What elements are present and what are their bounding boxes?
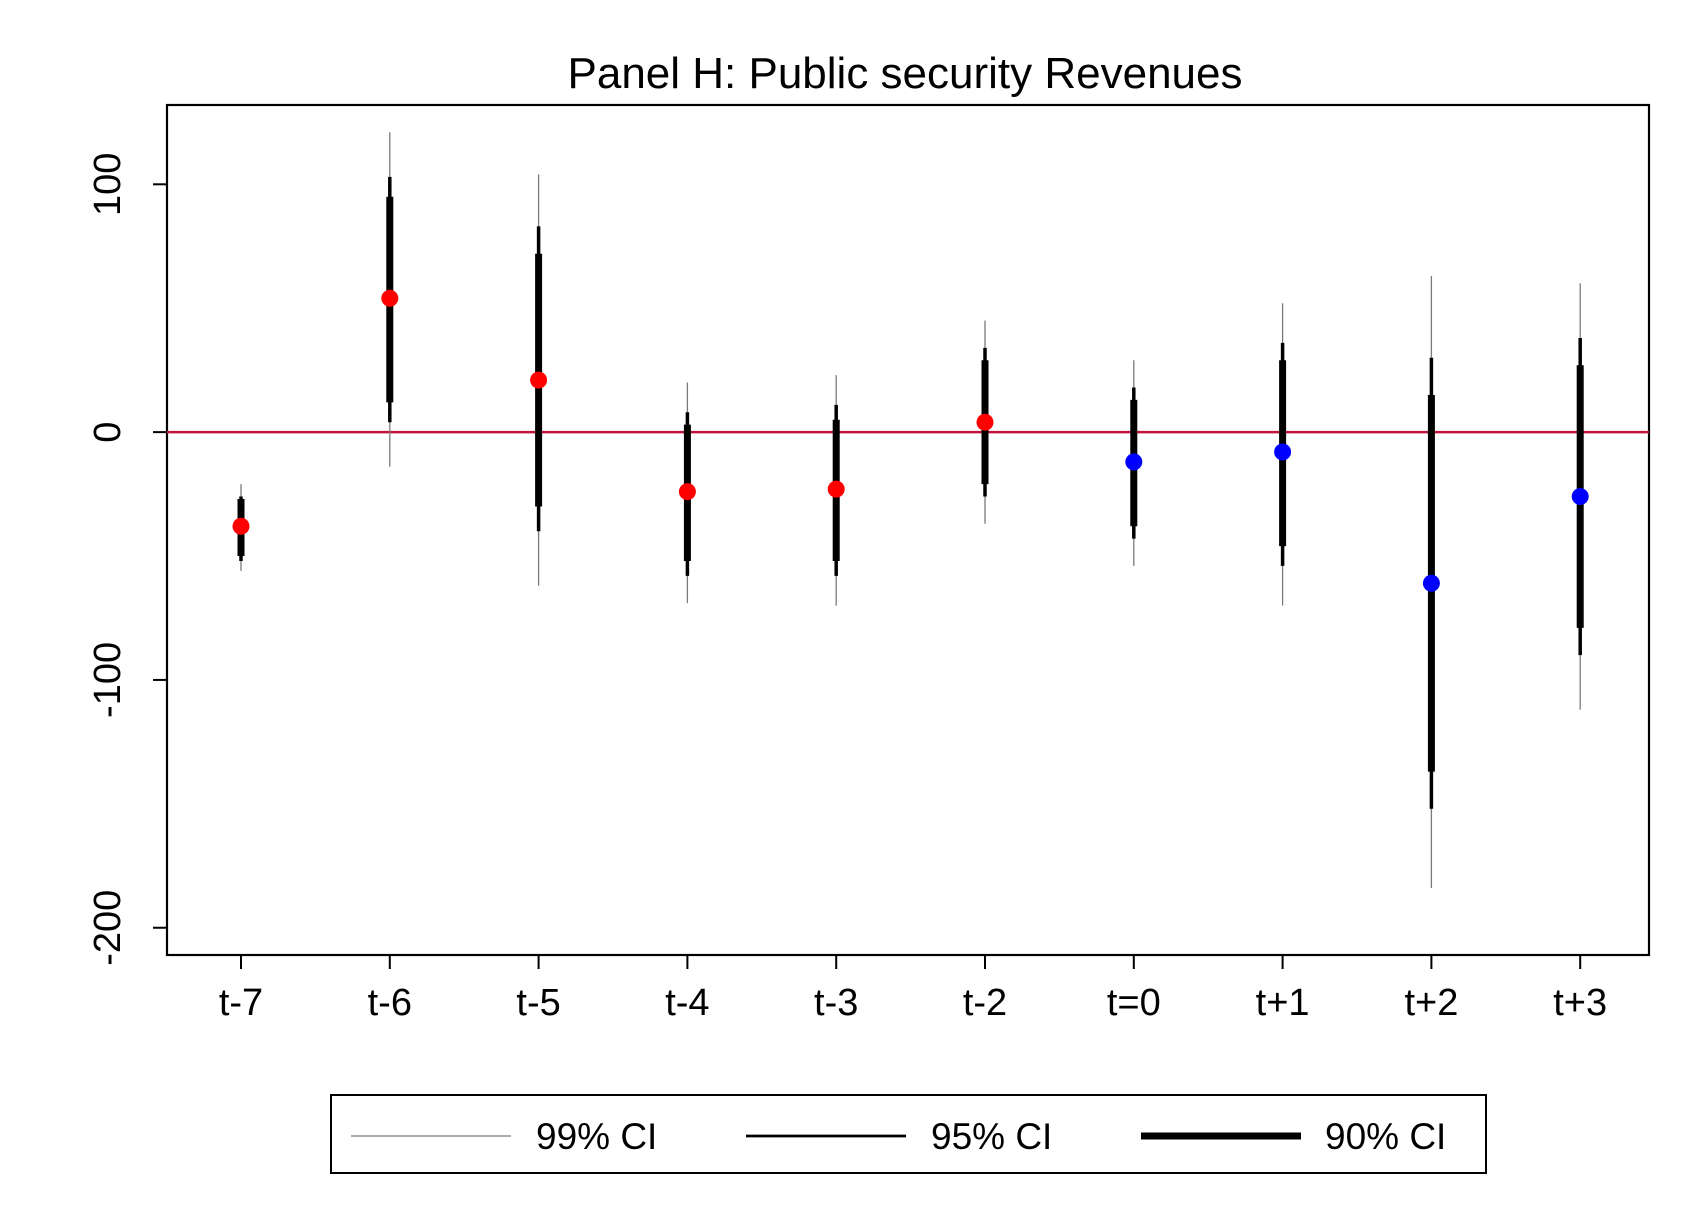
estimate-group (976, 320, 994, 524)
x-tick-label: t+2 (1404, 982, 1458, 1024)
x-tick-label: t+3 (1553, 982, 1607, 1024)
x-tick-label: t+1 (1256, 982, 1310, 1024)
x-tick-label: t-4 (665, 982, 709, 1024)
estimate-group (678, 382, 696, 604)
x-tick-label: t-5 (516, 982, 560, 1024)
point-estimate (1274, 443, 1292, 461)
legend-label: 90% CI (1325, 1116, 1446, 1157)
x-tick-label: t-7 (219, 982, 263, 1024)
estimate-group (1571, 283, 1589, 710)
legend: 99% CI 95% CI 90% CI (330, 1094, 1487, 1174)
x-tick-label: t-3 (814, 982, 858, 1024)
x-axis: t-7 t-6 t-5 t-4 t-3 t-2 t=0 t+1 t+2 t+3 (219, 955, 1607, 1024)
point-estimate (232, 517, 250, 535)
data-marks (232, 132, 1589, 889)
y-tick-label: -100 (87, 642, 129, 718)
point-estimate (1422, 574, 1440, 592)
y-axis: 100 0 -100 -200 (87, 153, 167, 966)
point-estimate (1125, 453, 1143, 471)
point-estimate (678, 483, 696, 501)
point-estimate (530, 371, 548, 389)
x-tick-label: t-2 (963, 982, 1007, 1024)
legend-box (330, 1094, 1487, 1174)
estimate-group (1125, 360, 1143, 566)
y-tick-label: -200 (87, 890, 129, 966)
y-tick-label: 100 (87, 153, 129, 216)
estimate-group (381, 132, 399, 467)
estimate-group (530, 174, 548, 586)
estimate-group (827, 375, 845, 606)
estimate-group (232, 484, 250, 571)
legend-label: 95% CI (931, 1116, 1052, 1157)
x-tick-label: t=0 (1107, 982, 1161, 1024)
estimate-group (1422, 275, 1440, 889)
point-estimate (827, 480, 845, 498)
point-estimate (381, 289, 399, 307)
plot-area-frame (165, 103, 1651, 957)
legend-label: 99% CI (536, 1116, 657, 1157)
point-estimate (1571, 488, 1589, 506)
x-tick-label: t-6 (368, 982, 412, 1024)
chart-title: Panel H: Public security Revenues (568, 49, 1243, 98)
point-estimate (976, 413, 994, 431)
y-tick-label: 0 (87, 422, 129, 443)
estimate-group (1274, 303, 1292, 606)
